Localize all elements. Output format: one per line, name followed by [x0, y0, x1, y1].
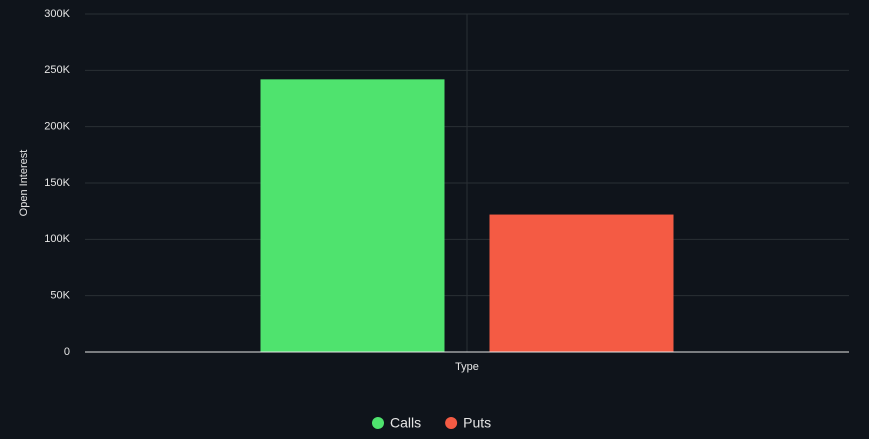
legend-marker	[445, 417, 458, 429]
y-tick-label: 200K	[44, 121, 70, 133]
bar	[260, 79, 445, 352]
legend-marker	[372, 417, 384, 429]
y-tick-label: 250K	[44, 64, 70, 76]
legend: Calls Puts	[372, 415, 491, 431]
y-tick-label: 50K	[50, 290, 70, 302]
y-tick-label: 300K	[44, 8, 70, 20]
legend-item: Calls	[372, 415, 421, 431]
y-axis-title: Open Interest	[18, 150, 30, 217]
legend-label: Puts	[463, 415, 491, 431]
y-tick-label: 0	[64, 346, 70, 358]
y-tick-label: 100K	[44, 233, 70, 245]
x-tick-label: Type	[455, 361, 479, 373]
y-tick-label: 150K	[44, 177, 70, 189]
legend-label: Calls	[390, 415, 421, 431]
legend-item: Puts	[445, 415, 491, 431]
bar	[489, 214, 674, 352]
